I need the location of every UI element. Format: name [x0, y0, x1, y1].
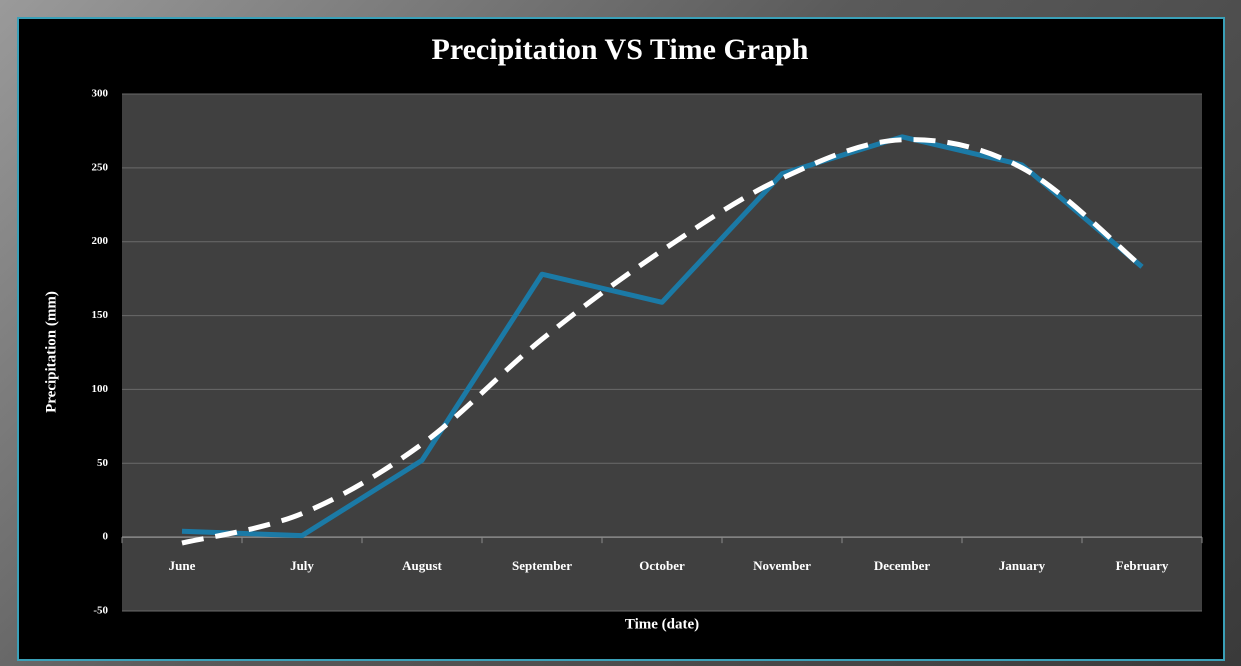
y-tick-label: 100	[92, 383, 109, 395]
y-tick-label: 200	[92, 235, 109, 247]
y-tick-label: 50	[97, 457, 109, 469]
x-tick-label: July	[290, 558, 314, 573]
x-tick-label: October	[639, 558, 685, 573]
line-series	[181, 137, 1144, 546]
line-series	[181, 134, 1144, 539]
plot-area	[122, 94, 1202, 611]
x-tick-label: November	[753, 558, 811, 573]
x-tick-label: June	[169, 558, 196, 573]
y-tick-label: 0	[103, 531, 109, 543]
x-axis-title: Time (date)	[625, 616, 699, 632]
x-tick-label: January	[999, 558, 1046, 573]
x-tick-label: August	[402, 558, 442, 573]
x-tick-label: February	[1116, 558, 1169, 573]
x-tick-label: December	[874, 558, 931, 573]
y-axis-title: Precipitation (mm)	[43, 291, 59, 413]
y-tick-label: 300	[92, 88, 109, 100]
y-tick-label: 150	[92, 309, 109, 321]
x-tick-label: September	[512, 558, 572, 573]
y-tick-label: 250	[92, 161, 109, 173]
chart-title: Precipitation VS Time Graph	[432, 33, 809, 66]
y-tick-label: -50	[93, 605, 108, 617]
